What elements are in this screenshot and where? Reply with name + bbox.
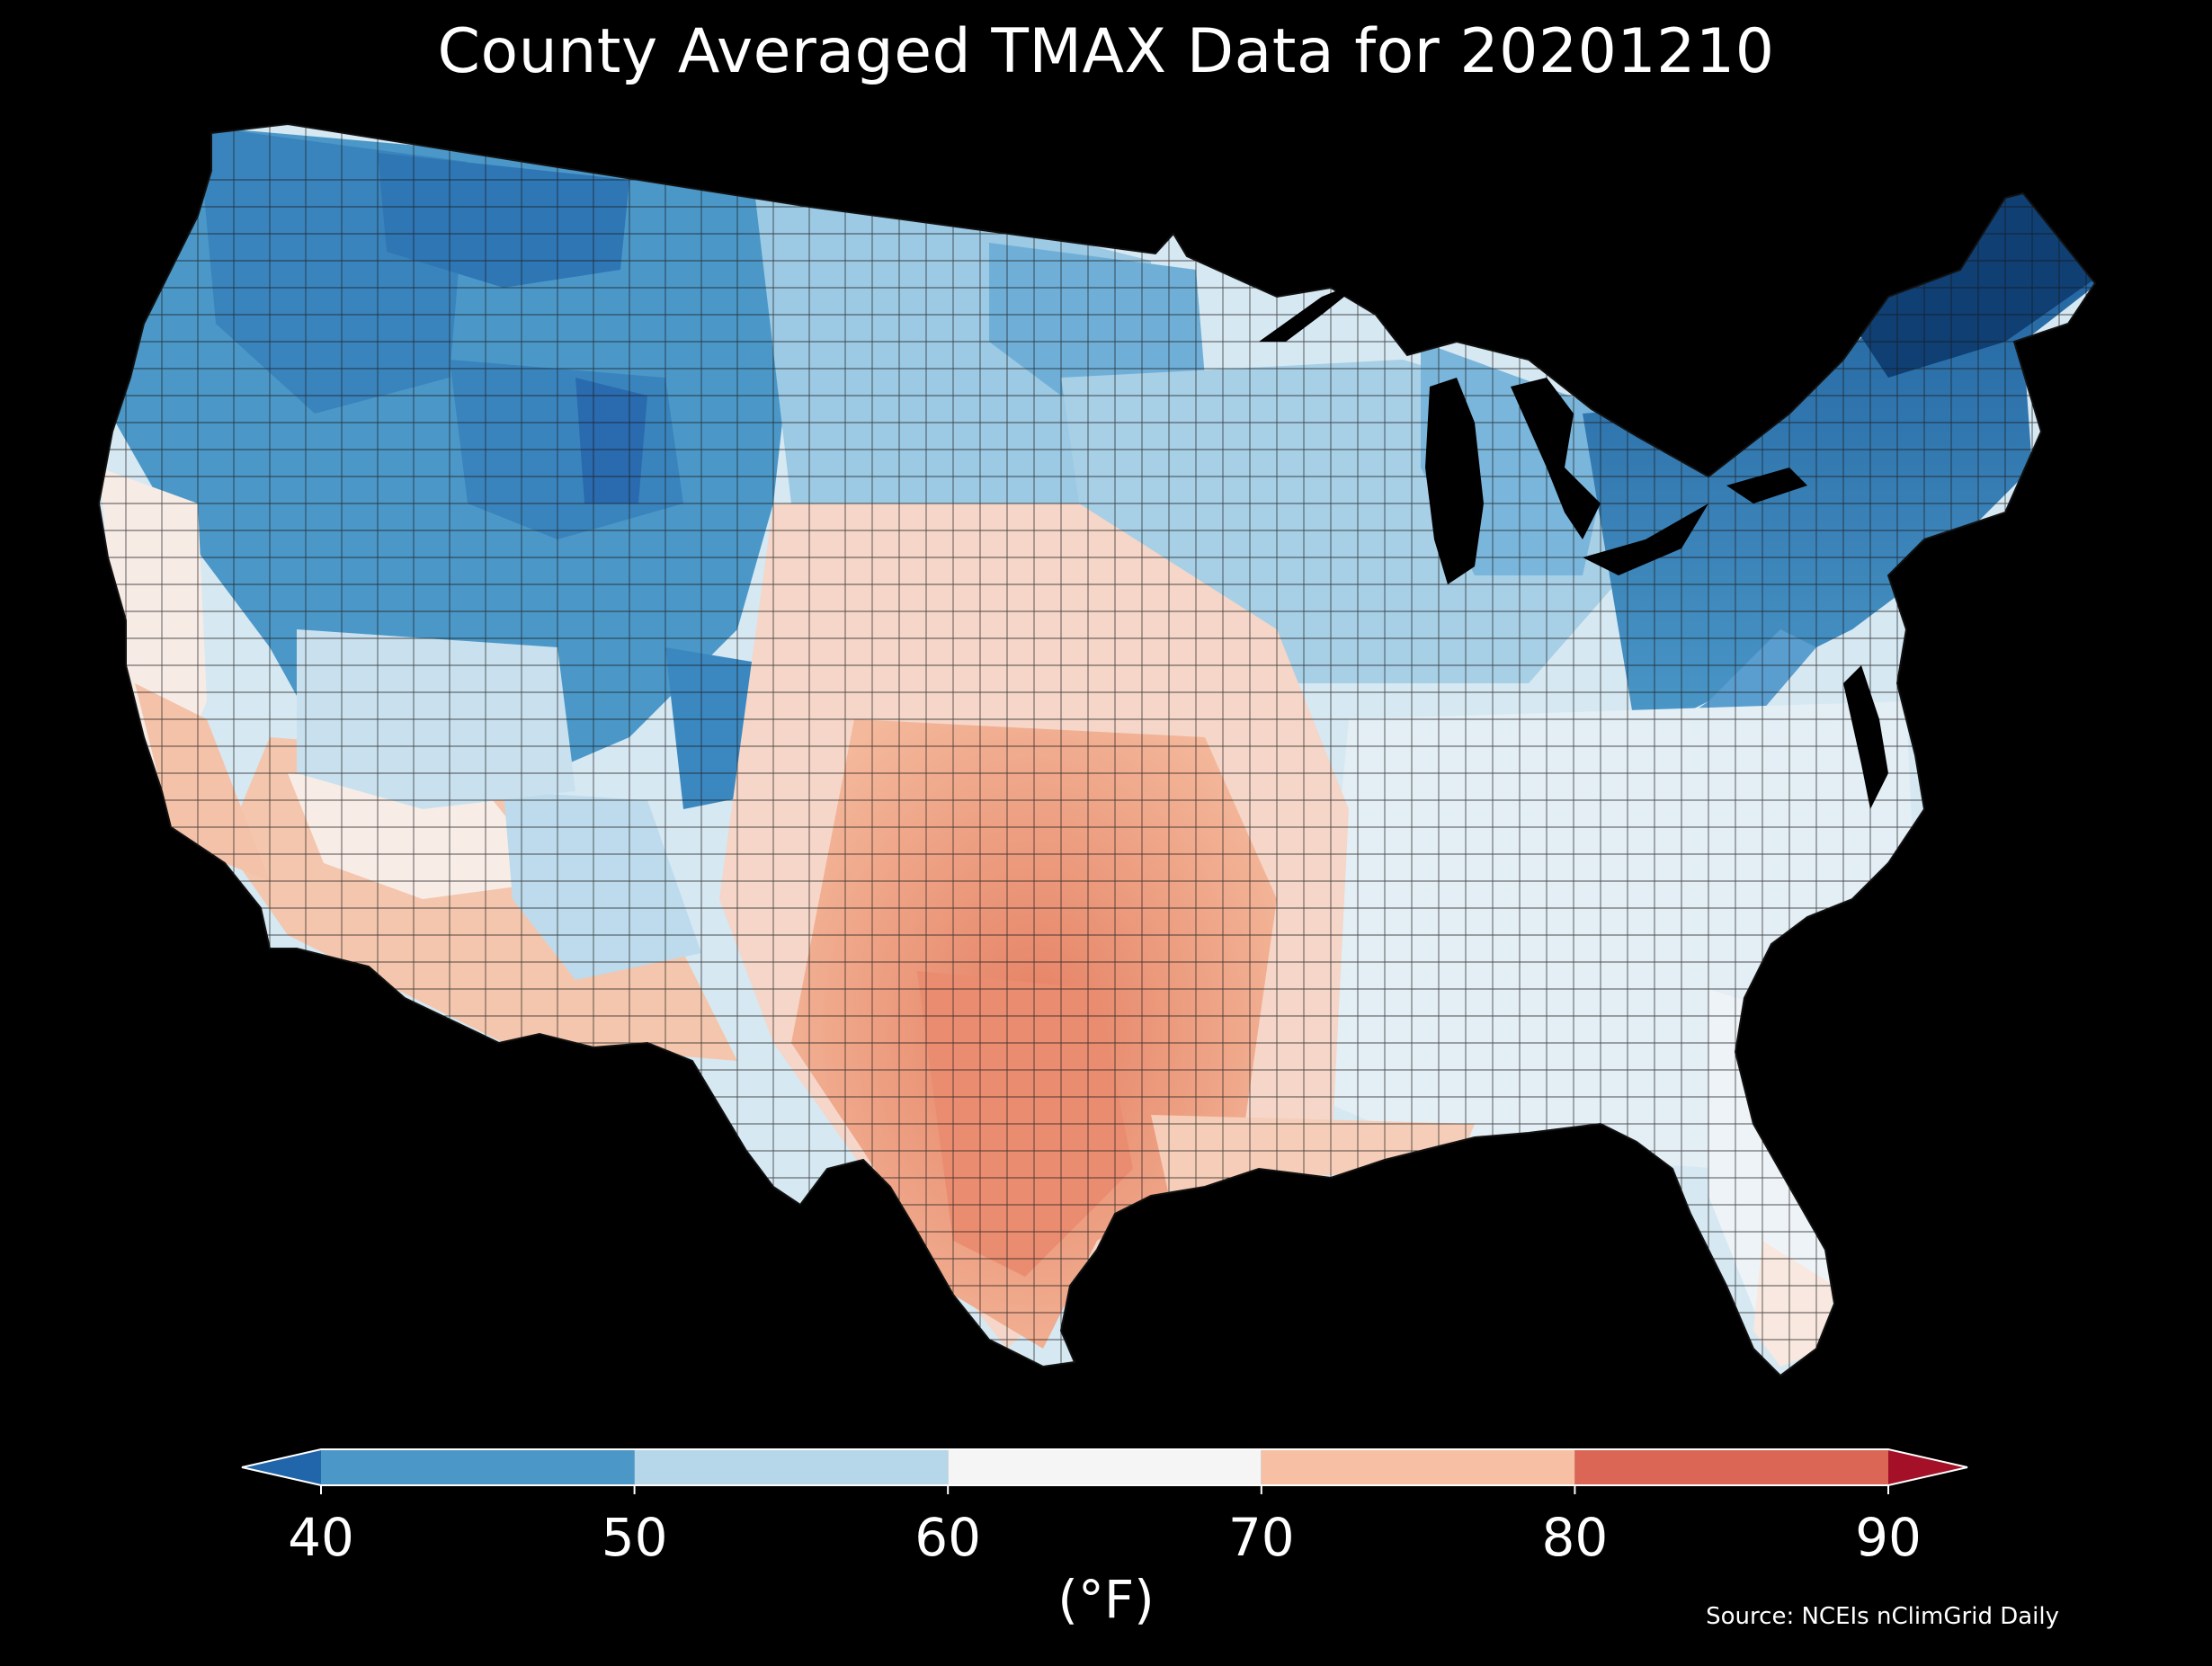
colorbar-unit-label: (°F) <box>1057 1569 1155 1630</box>
colorbar-bin-1 <box>634 1449 949 1485</box>
colorbar-bin-2 <box>948 1449 1262 1485</box>
colorbar-bin-3 <box>1261 1449 1575 1485</box>
colorbar-tick-label: 90 <box>1855 1507 1922 1568</box>
colorbar-bin-0 <box>321 1449 635 1485</box>
colorbar-over-arrow <box>1888 1449 1967 1485</box>
colorbar-tick-label: 40 <box>288 1507 354 1568</box>
great-lakes <box>1259 279 1807 584</box>
map-title: County Averaged TMAX Data for 20201210 <box>437 16 1775 87</box>
colorbar-tick-label: 50 <box>602 1507 668 1568</box>
country-outline <box>97 122 2097 1377</box>
chesapeake-bay <box>1843 665 1888 809</box>
source-note: Source: NCEIs nClimGrid Daily <box>1706 1603 2059 1630</box>
colorbar-under-arrow <box>242 1449 321 1485</box>
colorbar-tick-label: 70 <box>1228 1507 1295 1568</box>
colorbar-bin-4 <box>1574 1449 1888 1485</box>
colorbar-tick-label: 60 <box>914 1507 981 1568</box>
colorbar-tick-label: 80 <box>1541 1507 1608 1568</box>
